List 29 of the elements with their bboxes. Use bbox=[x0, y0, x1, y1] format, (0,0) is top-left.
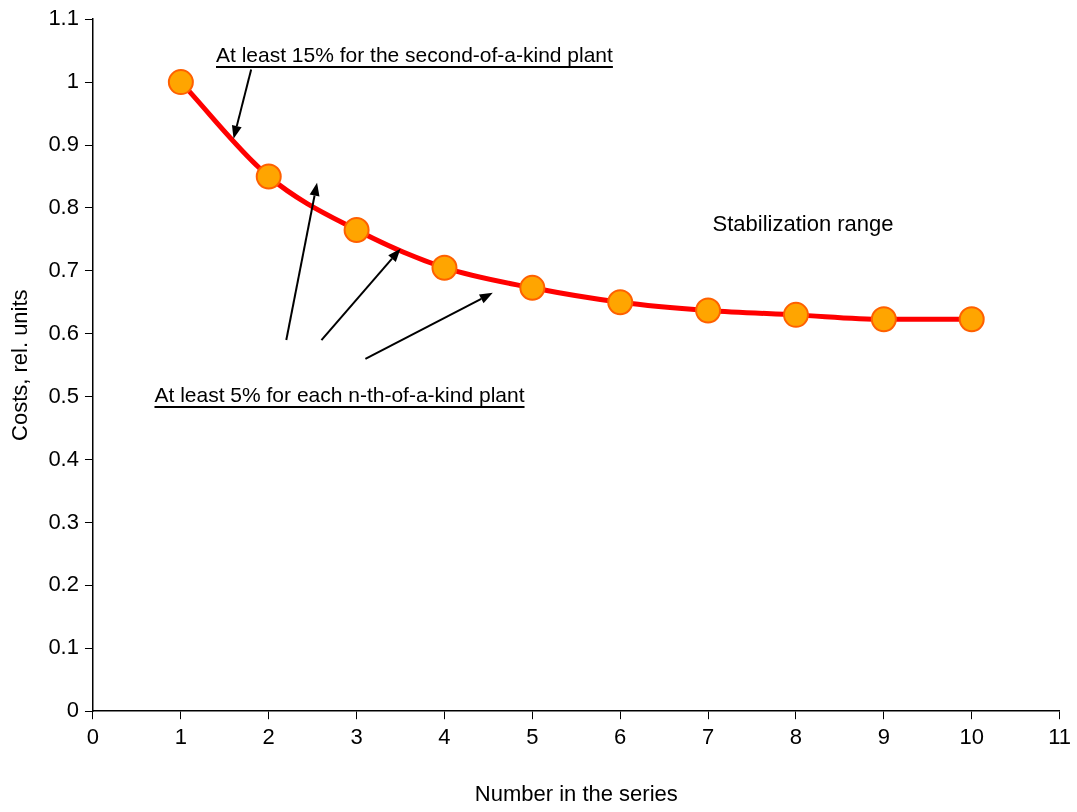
x-axis-title: Number in the series bbox=[474, 780, 678, 806]
y-tick-label: 0.7 bbox=[48, 256, 79, 282]
x-tick-label: 6 bbox=[614, 724, 627, 750]
y-tick-label: 0.6 bbox=[48, 319, 79, 345]
x-tick-label: 8 bbox=[789, 724, 803, 750]
x-tick-label: 5 bbox=[526, 724, 539, 750]
y-tick-label: 0.8 bbox=[48, 193, 79, 219]
x-tick-label: 10 bbox=[959, 724, 984, 750]
x-tick-label: 1 bbox=[174, 724, 187, 750]
x-tick-label: 7 bbox=[701, 724, 715, 750]
y-tick-label: 1 bbox=[66, 68, 79, 94]
y-tick-label: 0.4 bbox=[48, 445, 79, 471]
y-tick-label: 0.2 bbox=[48, 571, 79, 597]
y-tick-label: 0.3 bbox=[48, 508, 79, 534]
x-tick-label: 4 bbox=[438, 724, 451, 750]
x-tick-label: 2 bbox=[262, 724, 275, 750]
x-tick-label: 0 bbox=[86, 724, 100, 750]
y-tick-label: 0.9 bbox=[48, 131, 79, 157]
x-tick-label: 3 bbox=[350, 724, 363, 750]
y-axis-title: Costs, rel. units bbox=[7, 289, 33, 441]
annotation: Stabilization range bbox=[712, 211, 894, 238]
y-tick-label: 0.5 bbox=[48, 382, 79, 408]
annotation: At least 15% for the second-of-a-kind plant bbox=[216, 42, 613, 68]
x-tick-label: 9 bbox=[877, 724, 890, 750]
y-tick-label: 0.1 bbox=[48, 634, 79, 660]
annotation: At least 5% for each n-th-of-a-kind plant bbox=[154, 381, 525, 408]
x-tick-label: 11 bbox=[1048, 724, 1071, 750]
y-tick-label: 1.1 bbox=[48, 5, 79, 31]
y-tick-label: 0 bbox=[66, 697, 79, 723]
